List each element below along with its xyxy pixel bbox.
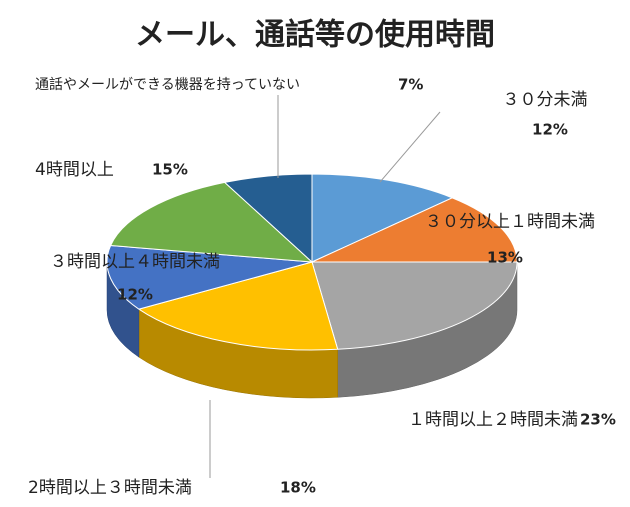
- pie-slice: [311, 197, 518, 263]
- pie-slice: [223, 173, 313, 264]
- slice-top: [311, 197, 518, 263]
- category-label: ３０分未満: [503, 90, 588, 110]
- category-label: ３０分以上１時間未満: [425, 212, 595, 232]
- category-label: １時間以上２時間未満: [408, 410, 578, 430]
- pie-slice: [311, 173, 454, 263]
- leader-line: [379, 111, 441, 183]
- value-label: 18%: [280, 479, 316, 497]
- value-label: 15%: [152, 161, 188, 179]
- pie-slice: [137, 261, 339, 399]
- value-label: 7%: [398, 76, 423, 94]
- value-label: 12%: [117, 286, 153, 304]
- value-label: 12%: [532, 121, 568, 139]
- category-label: ３時間以上４時間未満: [50, 252, 220, 272]
- value-label: 13%: [487, 249, 523, 267]
- pie-slice: [311, 261, 518, 398]
- chart-title: メール、通話等の使用時間: [135, 18, 495, 53]
- pie-slice: [106, 244, 313, 358]
- slice-top: [137, 261, 339, 351]
- slice-top: [109, 181, 314, 263]
- category-label: 4時間以上: [35, 160, 114, 180]
- slice-top: [311, 261, 518, 350]
- slice-top: [223, 173, 313, 264]
- slice-top: [311, 173, 454, 263]
- category-label: 通話やメールができる機器を持っていない: [35, 76, 300, 93]
- pie-slice: [109, 181, 314, 263]
- value-label: 23%: [580, 411, 616, 429]
- slice-top: [106, 244, 313, 310]
- category-label: 2時間以上３時間未満: [28, 478, 192, 498]
